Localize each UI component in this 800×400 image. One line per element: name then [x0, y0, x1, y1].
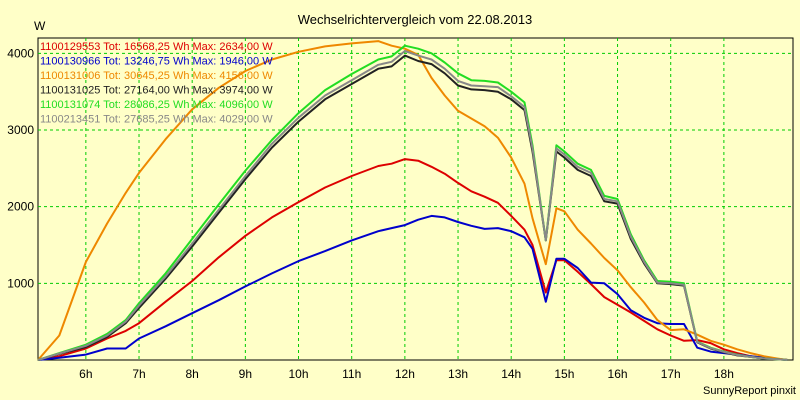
legend-entry-1100131006: 1100131006 Tot: 30645,25 Wh Max: 4156,00…: [40, 70, 273, 82]
x-tick-label: 8h: [186, 367, 199, 381]
x-tick-label: 16h: [608, 367, 628, 381]
legend-entry-1100129553: 1100129553 Tot: 16568,25 Wh Max: 2634,00…: [40, 41, 273, 53]
x-tick-label: 10h: [289, 367, 309, 381]
x-tick-label: 13h: [448, 367, 468, 381]
series-line-1100129553: [37, 158, 788, 361]
x-tick-label: 17h: [661, 367, 681, 381]
x-tick-label: 7h: [132, 367, 145, 381]
x-tick-label: 12h: [395, 367, 415, 381]
y-axis-label: W: [34, 19, 46, 33]
x-tick-label: 9h: [239, 367, 252, 381]
y-tick-label: 1000: [7, 276, 34, 290]
x-axis-ticks: 6h 7h 8h 9h 10h 11h 12h 13h 14h 15h 16h 17h 18h: [79, 367, 734, 381]
x-tick-label: 11h: [342, 367, 361, 381]
y-tick-label: 4000: [7, 46, 34, 60]
y-tick-label: 3000: [7, 123, 34, 137]
x-tick-label: 18h: [714, 367, 734, 381]
legend-entry-1100131025: 1100131025 Tot: 27164,00 Wh Max: 3974,00…: [40, 85, 273, 97]
series-lines: [37, 40, 788, 361]
y-axis-ticks: 1000 2000 3000 4000: [7, 46, 34, 290]
y-tick-label: 2000: [7, 200, 34, 214]
legend-entry-1100130966: 1100130966 Tot: 13246,75 Wh Max: 1946,00…: [40, 56, 273, 68]
x-tick-label: 15h: [554, 367, 574, 381]
footer-credit: SunnyReport pinxit: [703, 385, 796, 397]
legend-entry-1100213451: 1100213451 Tot: 27685,25 Wh Max: 4029,00…: [40, 114, 273, 126]
series-line-1100131006: [37, 40, 788, 361]
legend: 1100129553 Tot: 16568,25 Wh Max: 2634,00…: [40, 41, 273, 126]
x-tick-label: 6h: [79, 367, 92, 381]
chart-title: Wechselrichtervergleich vom 22.08.2013: [298, 12, 533, 27]
series-line-1100213451: [37, 50, 788, 361]
x-tick-label: 14h: [501, 367, 521, 381]
plot-area: [37, 37, 794, 361]
legend-entry-1100131074: 1100131074 Tot: 28086,25 Wh Max: 4096,00…: [40, 99, 273, 111]
